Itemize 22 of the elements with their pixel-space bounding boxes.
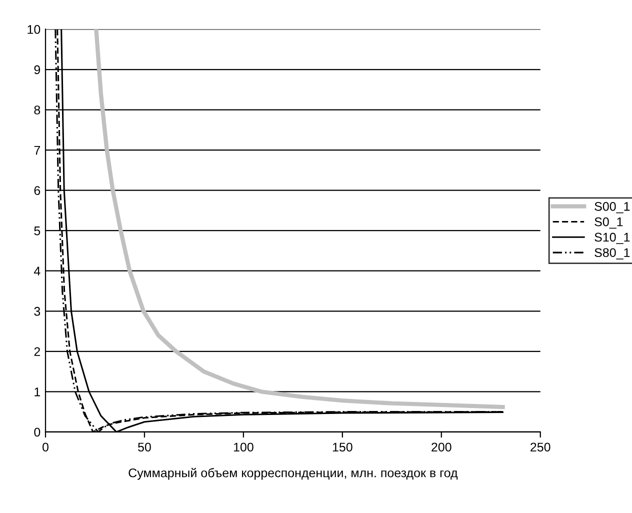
legend-label: S10_1 xyxy=(594,232,630,244)
y-tick-label: 4 xyxy=(34,266,40,276)
x-tick-label: 200 xyxy=(432,442,452,452)
x-axis-title: Суммарный объем корреспонденции, млн. поездок в год xyxy=(128,468,458,480)
x-tick-label: 150 xyxy=(332,442,352,452)
y-tick-label: 9 xyxy=(34,65,40,74)
legend-label: S80_1 xyxy=(594,248,630,260)
y-tick-label: 6 xyxy=(34,186,40,195)
legend-label: S00_1 xyxy=(594,202,630,214)
x-tick-label: 250 xyxy=(530,442,550,452)
y-tick-label: 3 xyxy=(34,306,40,316)
y-tick-label: 7 xyxy=(34,146,40,155)
x-tick-label: 0 xyxy=(42,442,48,452)
x-tick-label: 50 xyxy=(138,442,151,452)
y-tick-label: 10 xyxy=(28,25,40,34)
y-tick-label: 2 xyxy=(34,347,40,356)
y-tick-label: 1 xyxy=(34,388,40,396)
y-tick-label: 0 xyxy=(34,428,40,437)
y-tick-label: 5 xyxy=(34,226,40,236)
y-tick-label: 8 xyxy=(34,106,40,114)
legend-label: S0_1 xyxy=(594,217,623,229)
x-tick-label: 100 xyxy=(234,442,254,452)
